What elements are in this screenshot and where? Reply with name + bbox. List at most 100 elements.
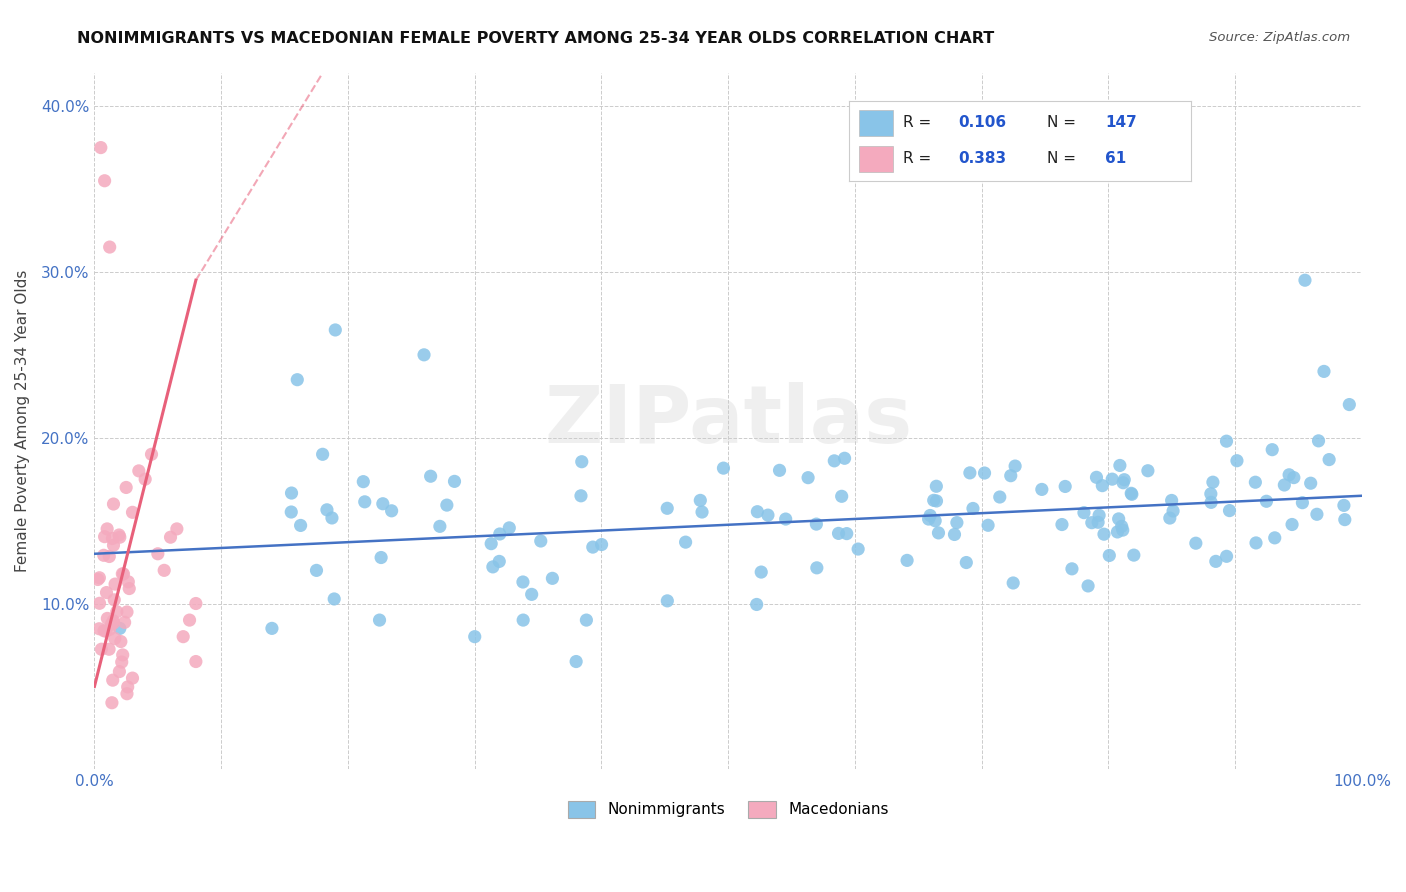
Point xyxy=(541,571,564,585)
Point xyxy=(922,493,945,508)
Point xyxy=(1000,468,1022,483)
Point xyxy=(924,514,946,528)
Point xyxy=(115,605,138,619)
Point xyxy=(436,498,458,512)
Point xyxy=(98,549,121,564)
Point xyxy=(827,526,849,541)
Point xyxy=(1205,554,1227,568)
Point xyxy=(1244,536,1267,550)
Point xyxy=(96,522,118,536)
Point xyxy=(1199,495,1222,509)
Point xyxy=(1281,517,1303,532)
Point xyxy=(1107,524,1129,539)
Point xyxy=(159,530,181,544)
Point xyxy=(101,532,124,546)
Point xyxy=(917,512,939,526)
Point xyxy=(111,566,134,581)
Point xyxy=(1282,470,1305,484)
Point xyxy=(370,550,392,565)
Point xyxy=(321,511,343,525)
Point xyxy=(98,623,121,637)
Point xyxy=(925,479,948,493)
Point xyxy=(1261,442,1284,457)
Point xyxy=(1121,486,1143,500)
Point xyxy=(93,624,115,638)
Point xyxy=(1112,523,1135,537)
Point xyxy=(946,516,969,530)
Point xyxy=(96,611,118,625)
Point xyxy=(657,594,679,608)
Point xyxy=(925,494,948,508)
Point xyxy=(797,471,820,485)
Point xyxy=(89,622,111,636)
Point xyxy=(977,518,1000,533)
Point xyxy=(153,563,176,577)
Point xyxy=(1112,475,1135,490)
Point xyxy=(1098,549,1121,563)
Point xyxy=(111,655,134,669)
Point xyxy=(1050,517,1073,532)
Point xyxy=(1054,479,1077,493)
Point xyxy=(749,565,772,579)
Point xyxy=(806,561,828,575)
Point xyxy=(835,526,858,541)
Point xyxy=(1244,475,1267,490)
Point xyxy=(101,673,124,688)
Point xyxy=(103,497,125,511)
Point xyxy=(512,613,534,627)
Point xyxy=(101,614,124,628)
Point xyxy=(1121,487,1143,501)
Point xyxy=(756,508,779,522)
Point xyxy=(352,475,374,489)
Point xyxy=(90,140,112,154)
Point xyxy=(1264,531,1286,545)
Point xyxy=(280,505,302,519)
Point xyxy=(108,621,131,635)
Point xyxy=(184,655,207,669)
Point xyxy=(89,571,111,585)
Point xyxy=(988,490,1011,504)
Point xyxy=(569,489,592,503)
Point xyxy=(93,549,115,563)
Point xyxy=(112,566,135,581)
Point xyxy=(1088,508,1111,523)
Point xyxy=(100,617,122,632)
Point xyxy=(1291,496,1313,510)
Point xyxy=(1161,504,1184,518)
Point xyxy=(118,582,141,596)
Point xyxy=(172,630,194,644)
Point xyxy=(1256,494,1278,508)
Point xyxy=(105,605,128,619)
Point xyxy=(1299,476,1322,491)
Point xyxy=(1306,508,1329,522)
Legend: Nonimmigrants, Macedonians: Nonimmigrants, Macedonians xyxy=(562,795,894,824)
Point xyxy=(96,585,118,599)
Point xyxy=(353,495,375,509)
Point xyxy=(381,504,404,518)
Point xyxy=(1294,273,1316,287)
Point xyxy=(1185,536,1208,550)
Point xyxy=(1081,516,1104,530)
Point xyxy=(121,505,143,519)
Point xyxy=(121,671,143,685)
Point xyxy=(1159,511,1181,525)
Point xyxy=(1136,464,1159,478)
Point xyxy=(101,696,124,710)
Point xyxy=(806,517,828,532)
Point xyxy=(311,447,333,461)
Point xyxy=(943,527,966,541)
Point xyxy=(498,521,520,535)
Point xyxy=(464,630,486,644)
Point xyxy=(530,534,553,549)
Point xyxy=(94,624,117,639)
Point xyxy=(1278,467,1301,482)
Point xyxy=(1004,458,1026,473)
Point xyxy=(747,505,769,519)
Point xyxy=(1109,458,1132,473)
Point xyxy=(520,587,543,601)
Point xyxy=(368,613,391,627)
Point xyxy=(1218,503,1240,517)
Point xyxy=(89,596,111,610)
Point xyxy=(104,577,127,591)
Point xyxy=(823,454,845,468)
